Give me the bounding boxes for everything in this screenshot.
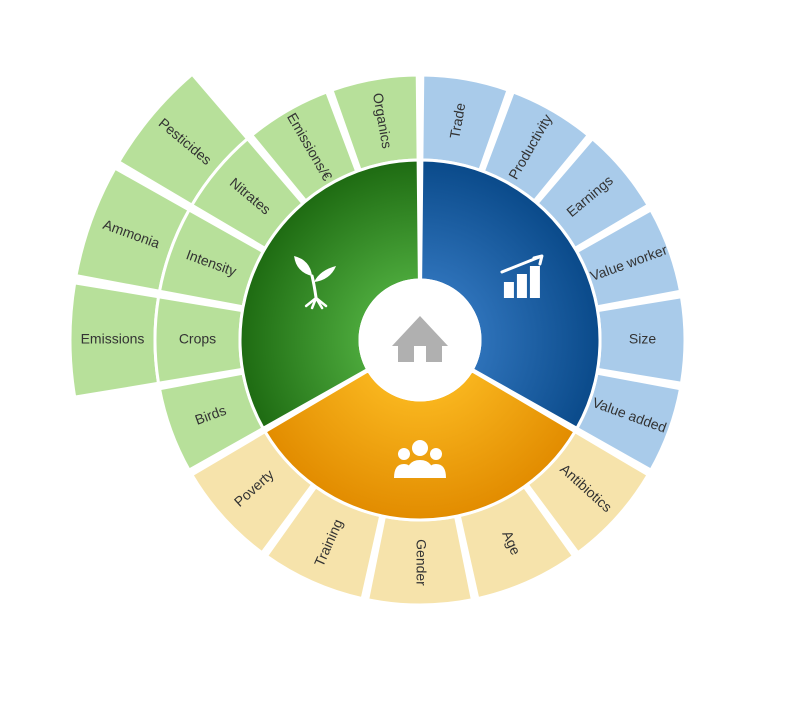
- label-gender: Gender: [413, 539, 429, 586]
- sunburst-diagram: TradeProductivityEarningsValue workerSiz…: [0, 0, 793, 704]
- label-emissions: Emissions: [81, 331, 145, 347]
- label-crops: Crops: [179, 331, 216, 347]
- label-size: Size: [629, 331, 656, 347]
